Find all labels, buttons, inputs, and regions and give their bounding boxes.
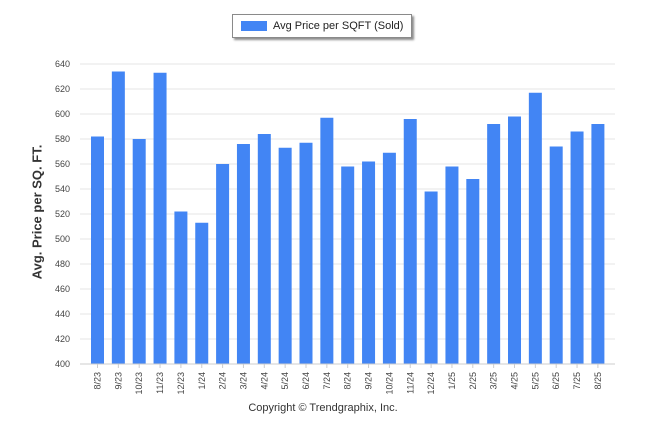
y-tick-label: 480: [55, 259, 70, 269]
bar[interactable]: [299, 142, 313, 364]
x-tick-label: 3/24: [238, 372, 248, 390]
bar[interactable]: [445, 166, 459, 365]
x-axis-ticks: 8/23 9/23 10/23 11/23 12/23 1/24 2/24 3/24 4/24 5…: [93, 364, 603, 395]
bar[interactable]: [466, 179, 480, 364]
bar[interactable]: [424, 191, 438, 365]
bar[interactable]: [549, 146, 563, 365]
x-tick-label: 7/24: [322, 372, 332, 390]
x-tick-label: 2/25: [468, 372, 478, 390]
legend-label: Avg Price per SQFT (Sold): [273, 20, 404, 32]
x-tick-label: 11/23: [155, 372, 165, 394]
bar[interactable]: [487, 124, 501, 364]
bar[interactable]: [257, 134, 271, 364]
bar[interactable]: [403, 119, 417, 364]
x-tick-label: 7/25: [572, 372, 582, 390]
legend: Avg Price per SQFT (Sold): [232, 14, 412, 38]
x-tick-label: 1/25: [447, 372, 457, 390]
bar[interactable]: [341, 166, 355, 365]
bar[interactable]: [362, 161, 376, 365]
bar[interactable]: [320, 117, 334, 364]
y-tick-label: 560: [55, 159, 70, 169]
bar[interactable]: [195, 222, 209, 364]
y-tick-label: 460: [55, 284, 70, 294]
bar[interactable]: [91, 136, 104, 365]
y-tick-label: 440: [55, 309, 70, 319]
y-tick-label: 640: [55, 59, 70, 69]
x-tick-label: 10/24: [384, 372, 394, 395]
x-tick-label: 5/24: [280, 372, 290, 390]
y-tick-label: 400: [55, 359, 70, 369]
bar[interactable]: [528, 92, 542, 364]
x-tick-label: 5/25: [530, 372, 540, 390]
y-tick-label: 580: [55, 134, 70, 144]
y-tick-label: 600: [55, 109, 70, 119]
y-tick-label: 420: [55, 334, 70, 344]
bar[interactable]: [508, 116, 521, 365]
y-tick-label: 620: [55, 84, 70, 94]
x-tick-label: 4/24: [259, 372, 269, 390]
y-tick-label: 520: [55, 209, 70, 219]
x-tick-label: 3/25: [489, 372, 499, 390]
y-tick-label: 500: [55, 234, 70, 244]
x-tick-label: 12/23: [176, 372, 186, 395]
y-axis-label: Avg. Price per SQ. FT.: [29, 144, 45, 280]
x-tick-label: 1/24: [197, 372, 207, 390]
bar[interactable]: [153, 72, 167, 364]
x-tick-label: 12/24: [426, 372, 436, 395]
x-tick-label: 9/23: [113, 372, 123, 390]
x-tick-label: 6/24: [301, 372, 311, 390]
bar[interactable]: [236, 144, 250, 364]
bar[interactable]: [278, 147, 292, 364]
x-tick-label: 8/25: [593, 372, 603, 390]
bar[interactable]: [591, 124, 605, 364]
bar[interactable]: [111, 71, 125, 365]
bar[interactable]: [382, 152, 396, 364]
x-tick-label: 11/24: [405, 372, 415, 394]
copyright-text: Copyright © Trendgraphix, Inc.: [248, 402, 398, 414]
bar[interactable]: [216, 164, 230, 364]
legend-swatch: [241, 21, 267, 31]
x-tick-label: 9/24: [364, 372, 374, 390]
bar[interactable]: [132, 139, 146, 364]
x-tick-label: 8/24: [343, 372, 353, 390]
y-tick-label: 540: [55, 184, 70, 194]
bar[interactable]: [174, 211, 188, 365]
x-tick-label: 4/25: [510, 372, 520, 390]
x-tick-label: 8/23: [93, 372, 103, 390]
x-tick-label: 10/23: [134, 372, 144, 395]
bars: [91, 71, 605, 365]
bar[interactable]: [570, 131, 584, 365]
x-tick-label: 2/24: [218, 372, 228, 390]
y-axis-ticks: 400 420 440 460 480 500 520 540 560 580 600 620 640: [55, 59, 70, 369]
x-tick-label: 6/25: [551, 372, 561, 390]
